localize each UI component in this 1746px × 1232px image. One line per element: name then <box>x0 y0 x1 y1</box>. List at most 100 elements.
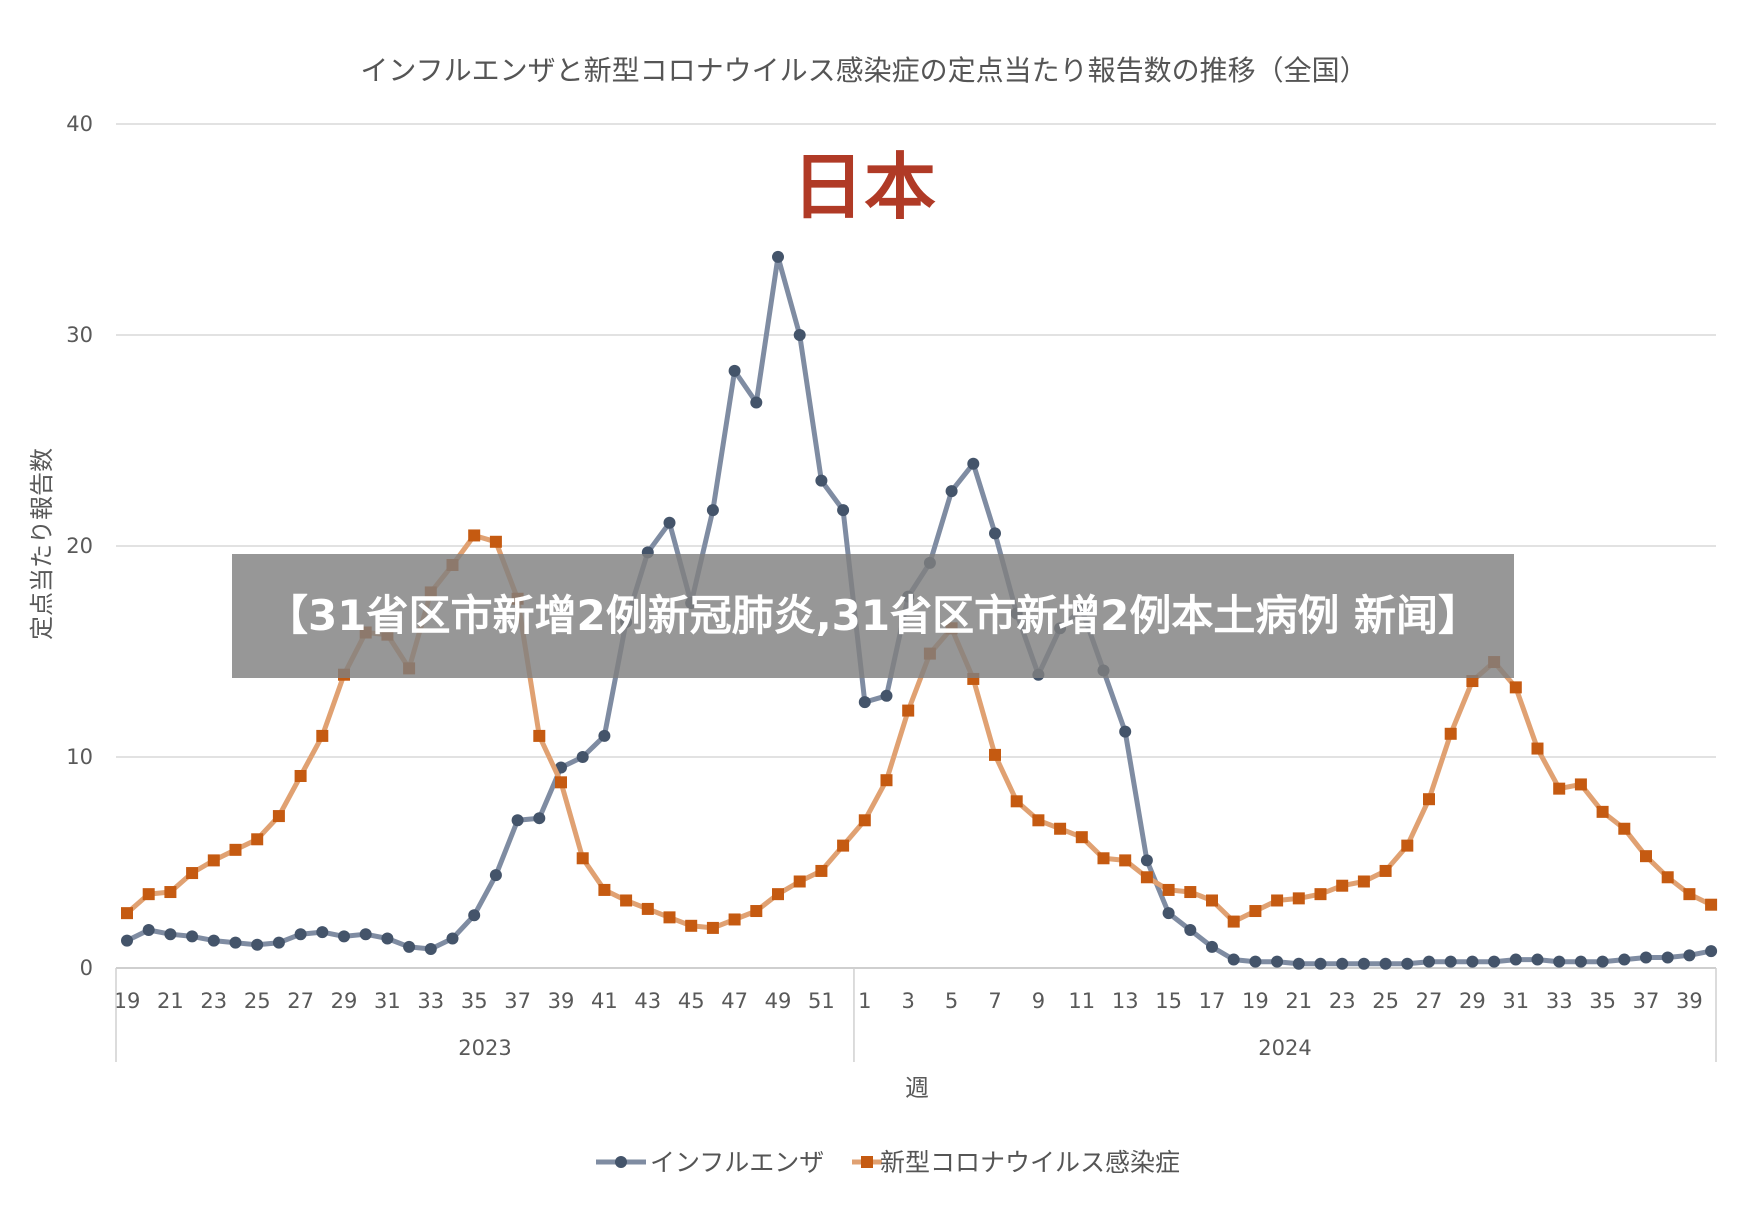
data-point <box>1271 955 1284 968</box>
data-point <box>576 852 589 865</box>
legend-label: インフルエンザ <box>650 1148 824 1177</box>
legend-label: 新型コロナウイルス感染症 <box>880 1148 1180 1177</box>
data-point <box>294 928 307 941</box>
data-point <box>772 888 784 901</box>
x-tick-label: 21 <box>157 989 184 1013</box>
x-tick-label: 9 <box>1032 989 1045 1013</box>
data-point <box>1444 955 1457 968</box>
data-point <box>880 689 893 702</box>
data-point <box>207 854 220 867</box>
data-point <box>750 905 763 918</box>
data-point <box>1574 778 1587 791</box>
x-tick-label: 47 <box>721 989 748 1013</box>
legend: インフルエンザ 新型コロナウイルス感染症 <box>596 1148 1180 1177</box>
data-point <box>1683 949 1696 962</box>
x-tick-label: 7 <box>988 989 1001 1013</box>
data-point <box>1509 953 1522 966</box>
x-tick-label: 31 <box>374 989 401 1013</box>
x-tick-label: 3 <box>902 989 915 1013</box>
data-point <box>793 875 806 888</box>
data-point <box>1705 898 1718 911</box>
data-point <box>381 932 394 945</box>
data-point <box>1640 850 1652 863</box>
data-point <box>316 926 329 939</box>
data-point <box>620 894 633 907</box>
data-point <box>359 928 372 941</box>
data-point <box>1336 879 1349 892</box>
data-point <box>1683 888 1696 901</box>
x-tick-label: 39 <box>548 989 575 1013</box>
data-point <box>555 776 567 789</box>
data-point <box>1379 957 1392 970</box>
data-point <box>706 921 719 934</box>
data-point <box>338 930 350 943</box>
data-point <box>1097 852 1110 865</box>
data-point <box>576 751 589 763</box>
x-tick-label: 11 <box>1068 989 1095 1013</box>
data-point <box>1531 742 1544 755</box>
data-point <box>164 886 177 899</box>
data-point <box>164 928 177 941</box>
data-point <box>1162 907 1175 920</box>
y-axis-title: 定点当たり報告数 <box>28 448 56 640</box>
data-point <box>207 934 220 947</box>
data-point <box>750 396 763 409</box>
data-point <box>1140 854 1153 867</box>
data-point <box>1184 886 1197 899</box>
year-label: 2023 <box>458 1036 511 1060</box>
legend-marker <box>615 1156 627 1168</box>
data-point <box>1466 955 1479 968</box>
data-point <box>1119 854 1132 867</box>
y-axis-ticks: 0 10 20 30 40 <box>66 112 93 980</box>
data-point <box>142 924 155 937</box>
data-point <box>1184 924 1197 937</box>
data-point <box>1618 953 1631 966</box>
data-point <box>1401 957 1414 970</box>
data-point <box>1379 864 1392 877</box>
data-point <box>403 940 416 953</box>
chart-title: インフルエンザと新型コロナウイルス感染症の定点当たり報告数の推移（全国） <box>360 54 1367 87</box>
data-point <box>685 919 698 932</box>
data-point <box>1661 951 1674 964</box>
y-tick-label: 10 <box>66 745 93 769</box>
data-point <box>728 913 741 926</box>
y-tick-label: 20 <box>66 534 93 558</box>
year-groups: 2023 2024 <box>115 968 1717 1062</box>
x-tick-label: 43 <box>634 989 661 1013</box>
x-tick-label: 19 <box>1242 989 1269 1013</box>
data-point <box>989 748 1001 761</box>
data-point <box>815 474 828 487</box>
headline-text: 【31省区市新增2例新冠肺炎,31省区市新增2例本土病例 新闻】 <box>266 591 1480 640</box>
data-point <box>1292 957 1305 970</box>
data-point <box>1227 915 1240 928</box>
data-point <box>728 364 741 377</box>
data-point <box>1357 875 1370 888</box>
data-point <box>316 729 329 742</box>
x-tick-label: 29 <box>1459 989 1486 1013</box>
data-point <box>1227 953 1240 966</box>
gridlines <box>116 123 1716 969</box>
x-tick-label: 37 <box>1633 989 1660 1013</box>
data-point <box>772 250 784 263</box>
headline-banner: 【31省区市新增2例新冠肺炎,31省区市新增2例本土病例 新闻】 <box>232 554 1514 678</box>
x-axis-ticks: 19 21 23 25 27 29 31 33 35 37 39 41 43 45 47 49 51 1 3 5 7 9 1… <box>114 989 1703 1013</box>
data-point <box>1054 822 1067 835</box>
x-tick-label: 37 <box>504 989 531 1013</box>
data-point <box>1292 892 1305 905</box>
data-point <box>121 934 133 947</box>
data-point <box>272 936 285 949</box>
data-point <box>424 943 437 956</box>
data-point <box>663 911 676 924</box>
data-point <box>945 485 958 498</box>
data-point <box>1271 894 1284 907</box>
data-point <box>1596 805 1609 818</box>
data-point <box>446 932 459 945</box>
data-point <box>837 839 850 852</box>
data-point <box>858 814 871 827</box>
data-point <box>880 774 893 787</box>
data-point <box>1162 883 1175 896</box>
x-tick-label: 41 <box>591 989 618 1013</box>
data-point <box>1119 725 1132 738</box>
data-point <box>663 516 676 529</box>
x-tick-label: 27 <box>1416 989 1443 1013</box>
